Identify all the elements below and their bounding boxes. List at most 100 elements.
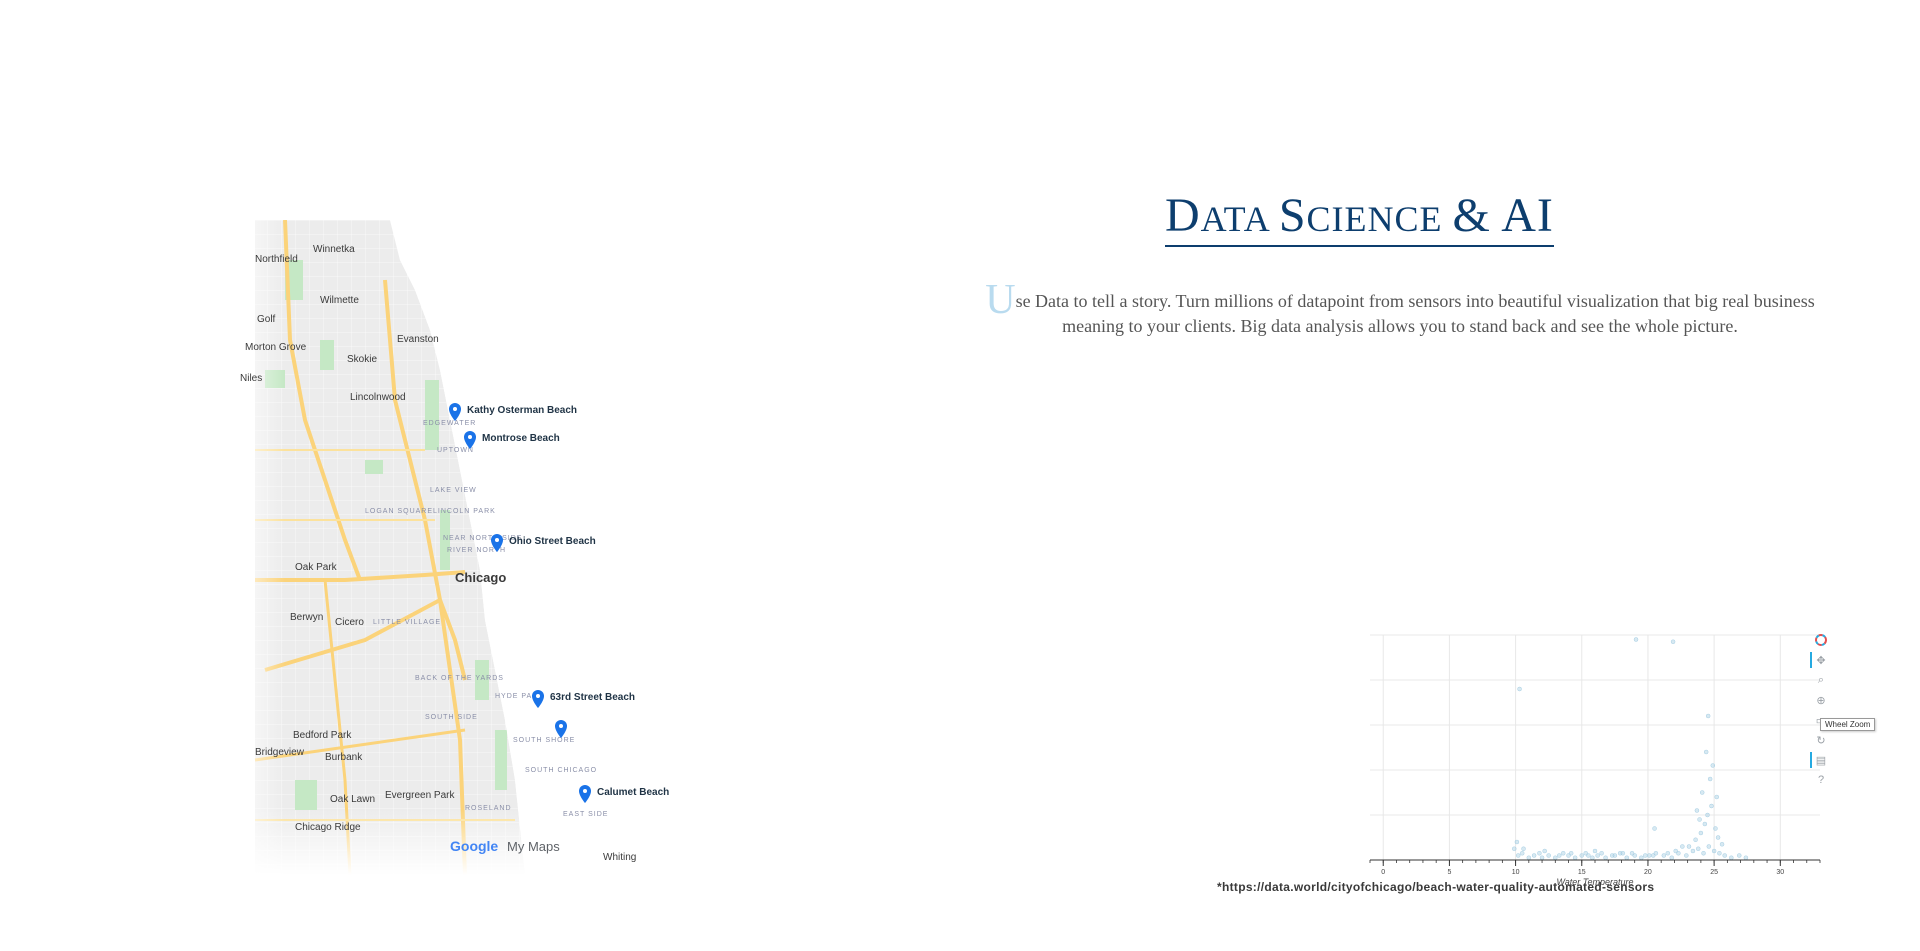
intro-paragraph: Use Data to tell a story. Turn millions … <box>980 279 1820 339</box>
map-pin-icon <box>449 403 461 421</box>
hood-uptown: UPTOWN <box>437 447 474 454</box>
plot-toolbar: ✥ ⌕ ⊕ ▭ ↻ ▤ ? <box>1810 632 1832 792</box>
pin-label: 63rd Street Beach <box>550 692 635 703</box>
scatter-point <box>1639 855 1644 860</box>
scatter-point <box>1557 853 1562 858</box>
hover-icon[interactable]: ▤ <box>1810 752 1832 768</box>
scatter-point <box>1579 853 1585 858</box>
hood-south-shore: SOUTH SHORE <box>513 737 575 744</box>
beach-pin[interactable]: Ohio Street Beach <box>491 534 596 552</box>
scatter-point <box>1624 855 1630 860</box>
place-oak-park: Oak Park <box>295 562 338 573</box>
x-tick-label: 15 <box>1578 869 1586 876</box>
reset-icon[interactable]: ↻ <box>1816 734 1826 747</box>
scatter-point <box>1568 851 1574 856</box>
hood-roseland: ROSELAND <box>465 805 512 812</box>
beach-pin[interactable]: 63rd Street Beach <box>532 690 635 708</box>
scatter-point <box>1707 776 1713 782</box>
place-winnetka: Winnetka <box>313 244 355 255</box>
x-tick-label: 25 <box>1710 869 1718 876</box>
pan-icon[interactable]: ✥ <box>1810 652 1832 668</box>
scatter-point <box>1647 853 1652 858</box>
scatter-point <box>1722 853 1727 858</box>
google-my-maps-logo: Google My Maps <box>450 838 560 854</box>
scatter-point <box>1701 851 1706 856</box>
wheel-zoom-tooltip: Wheel Zoom <box>1820 718 1876 731</box>
scatter-point <box>1680 844 1685 849</box>
scatter-point <box>1699 790 1705 795</box>
place-evanston: Evanston <box>397 334 439 345</box>
scatter-point <box>1694 808 1700 813</box>
scatter-point <box>1539 855 1545 860</box>
water-temperature-scatter[interactable]: 0 5 10 15 20 25 30 Water Temperature <box>1365 630 1835 895</box>
x-tick-label: 10 <box>1512 869 1520 876</box>
x-axis-label: Water Temperature <box>1556 877 1633 887</box>
plot-grid <box>1370 634 1820 860</box>
hood-south-chicago: SOUTH CHICAGO <box>525 767 597 774</box>
scatter-point <box>1714 794 1720 800</box>
scatter-point <box>1572 855 1578 860</box>
scatter-point <box>1553 855 1558 860</box>
scatter-point <box>1710 763 1716 768</box>
hood-lake-view: LAKE VIEW <box>430 487 477 494</box>
hood-edgewater: EDGEWATER <box>423 420 476 427</box>
scatter-point <box>1586 853 1591 858</box>
scatter-point <box>1695 846 1701 851</box>
place-skokie: Skokie <box>347 354 377 365</box>
place-oak-lawn: Oak Lawn <box>330 794 375 805</box>
scatter-points <box>1512 637 1749 860</box>
scatter-point <box>1690 848 1696 854</box>
scatter-point <box>1706 844 1712 849</box>
scatter-point <box>1698 830 1704 836</box>
place-cicero: Cicero <box>335 617 364 628</box>
beach-pin[interactable]: Calumet Beach <box>579 785 669 803</box>
scatter-point <box>1673 848 1678 854</box>
hood-lincoln-park: LINCOLN PARK <box>433 508 496 515</box>
wheel-zoom-icon[interactable]: ⊕ <box>1816 694 1826 707</box>
pin-label: Calumet Beach <box>597 787 669 798</box>
bokeh-logo-icon[interactable] <box>1810 632 1832 648</box>
help-icon[interactable]: ? <box>1817 774 1825 786</box>
scatter-point <box>1652 826 1657 831</box>
map-pin-icon <box>579 785 591 803</box>
scatter-point <box>1705 713 1711 719</box>
map-pin-icon <box>464 431 476 449</box>
place-niles: Niles <box>240 373 262 384</box>
beach-pin[interactable]: Kathy Osterman Beach <box>449 403 577 421</box>
beach-pin[interactable] <box>555 720 567 738</box>
scatter-point <box>1521 846 1526 851</box>
scatter-point <box>1517 686 1522 692</box>
scatter-point <box>1697 817 1702 822</box>
scatter-point <box>1546 853 1551 858</box>
pin-label: Kathy Osterman Beach <box>467 405 577 416</box>
x-tick-label: 0 <box>1381 869 1385 876</box>
scatter-point <box>1643 853 1648 858</box>
beach-map[interactable]: Winnetka Northfield Wilmette Golf Evanst… <box>225 220 725 875</box>
scatter-point <box>1703 749 1709 755</box>
map-canvas: Winnetka Northfield Wilmette Golf Evanst… <box>225 220 725 875</box>
hood-hyde-park: HYDE PARK <box>495 693 544 700</box>
intro-text: se Data to tell a story. Turn millions o… <box>1015 291 1815 336</box>
scatter-point <box>1711 848 1717 854</box>
scatter-point <box>1560 851 1566 856</box>
scatter-point <box>1715 835 1721 840</box>
svg-text:My Maps: My Maps <box>507 839 560 854</box>
pin-label: Ohio Street Beach <box>509 536 596 547</box>
scatter-point <box>1519 851 1525 856</box>
svg-text:Google: Google <box>450 838 498 854</box>
beach-pin[interactable]: Montrose Beach <box>464 431 560 449</box>
box-zoom-icon[interactable]: ⌕ <box>1817 673 1825 686</box>
scatter-point <box>1684 853 1689 858</box>
place-bridgeview: Bridgeview <box>255 747 305 758</box>
place-northfield: Northfield <box>255 254 298 265</box>
scatter-point <box>1542 848 1547 854</box>
hood-river-north: RIVER NORTH <box>447 547 506 554</box>
scatter-point <box>1719 842 1725 847</box>
scatter-point <box>1686 844 1692 849</box>
scatter-point <box>1702 821 1708 827</box>
scatter-point <box>1531 853 1537 858</box>
hood-little-village: LITTLE VILLAGE <box>373 619 441 626</box>
page-title: Data Science & AI <box>1165 188 1554 247</box>
place-evergreen-park: Evergreen Park <box>385 790 455 801</box>
x-axis: 0 5 10 15 20 25 30 <box>1369 859 1821 876</box>
